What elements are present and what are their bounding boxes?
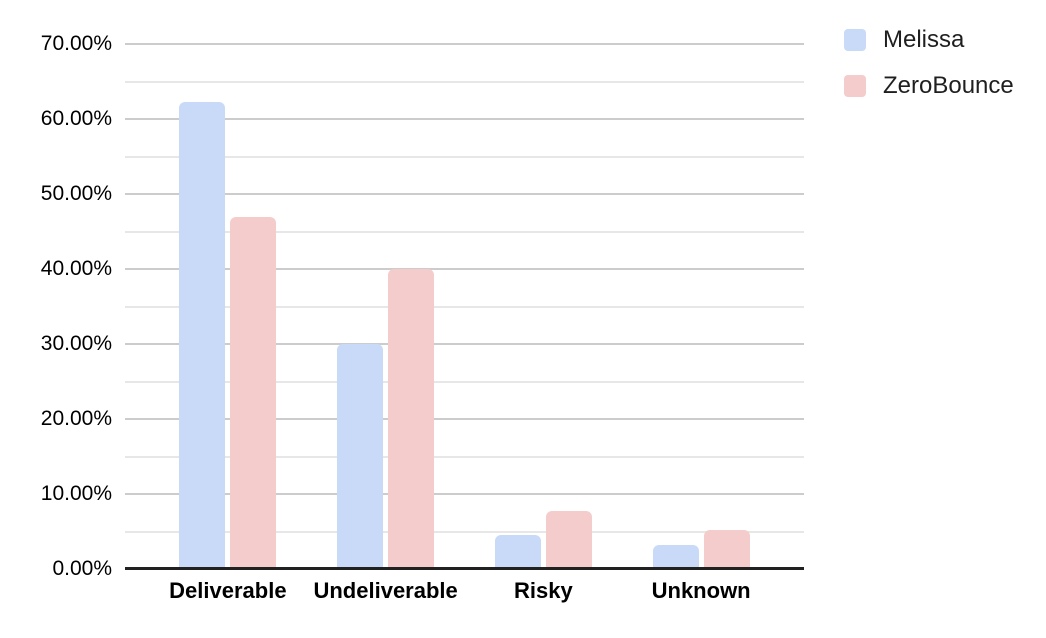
bar-melissa-deliverable [179, 102, 226, 569]
major-gridline-10 [125, 493, 804, 495]
bar-melissa-undeliverable [337, 344, 384, 569]
category-group-undeliverable [307, 269, 465, 569]
major-gridline-40 [125, 268, 804, 270]
y-tick-label-0: 0.00% [52, 557, 112, 580]
y-tick-label-20: 20.00% [40, 407, 112, 430]
minor-gridline-55 [125, 155, 804, 158]
minor-gridline-5 [125, 530, 804, 533]
y-tick-label-30: 30.00% [40, 332, 112, 355]
plot-area [125, 43, 804, 570]
y-tick-label-60: 60.00% [40, 107, 112, 130]
minor-gridline-25 [125, 380, 804, 383]
y-axis-tick-labels: 70.00% 60.00% 50.00% 40.00% 30.00% 20.00% 10.0… [0, 0, 112, 638]
minor-gridline-15 [125, 455, 804, 458]
category-group-unknown [622, 530, 780, 569]
x-label-deliverable: Deliverable [169, 578, 287, 603]
y-tick-label-50: 50.00% [40, 182, 112, 205]
legend: Melissa ZeroBounce [844, 27, 1014, 99]
category-group-risky [465, 511, 623, 569]
minor-gridline-65 [125, 80, 804, 83]
y-tick-label-40: 40.00% [40, 257, 112, 280]
x-axis-line [125, 567, 804, 570]
x-axis-category-labels: Deliverable Undeliverable Risky Unknown [125, 578, 804, 604]
bar-groups [125, 44, 804, 569]
minor-gridline-45 [125, 230, 804, 233]
y-tick-label-10: 10.00% [40, 482, 112, 505]
bar-zerobounce-risky [545, 511, 592, 569]
bar-melissa-risky [494, 535, 541, 569]
x-label-unknown: Unknown [651, 578, 751, 603]
x-label-risky: Risky [514, 578, 573, 603]
x-label-undeliverable: Undeliverable [313, 578, 458, 603]
y-tick-label-70: 70.00% [40, 32, 112, 55]
major-gridline-20 [125, 418, 804, 420]
major-gridline-60 [125, 118, 804, 120]
major-gridline-30 [125, 343, 804, 345]
major-gridline-70 [125, 43, 804, 45]
legend-swatch-melissa [844, 29, 866, 51]
bar-zerobounce-unknown [703, 530, 750, 569]
legend-label: ZeroBounce [883, 72, 1014, 99]
legend-item-zerobounce: ZeroBounce [844, 73, 1014, 99]
legend-label: Melissa [883, 26, 965, 53]
bar-zerobounce-undeliverable [388, 269, 435, 569]
legend-item-melissa: Melissa [844, 27, 1014, 53]
bar-melissa-unknown [652, 545, 699, 569]
legend-swatch-zerobounce [844, 75, 866, 97]
major-gridline-50 [125, 193, 804, 195]
category-group-deliverable [149, 102, 307, 569]
minor-gridline-35 [125, 305, 804, 308]
bar-zerobounce-deliverable [230, 217, 277, 569]
